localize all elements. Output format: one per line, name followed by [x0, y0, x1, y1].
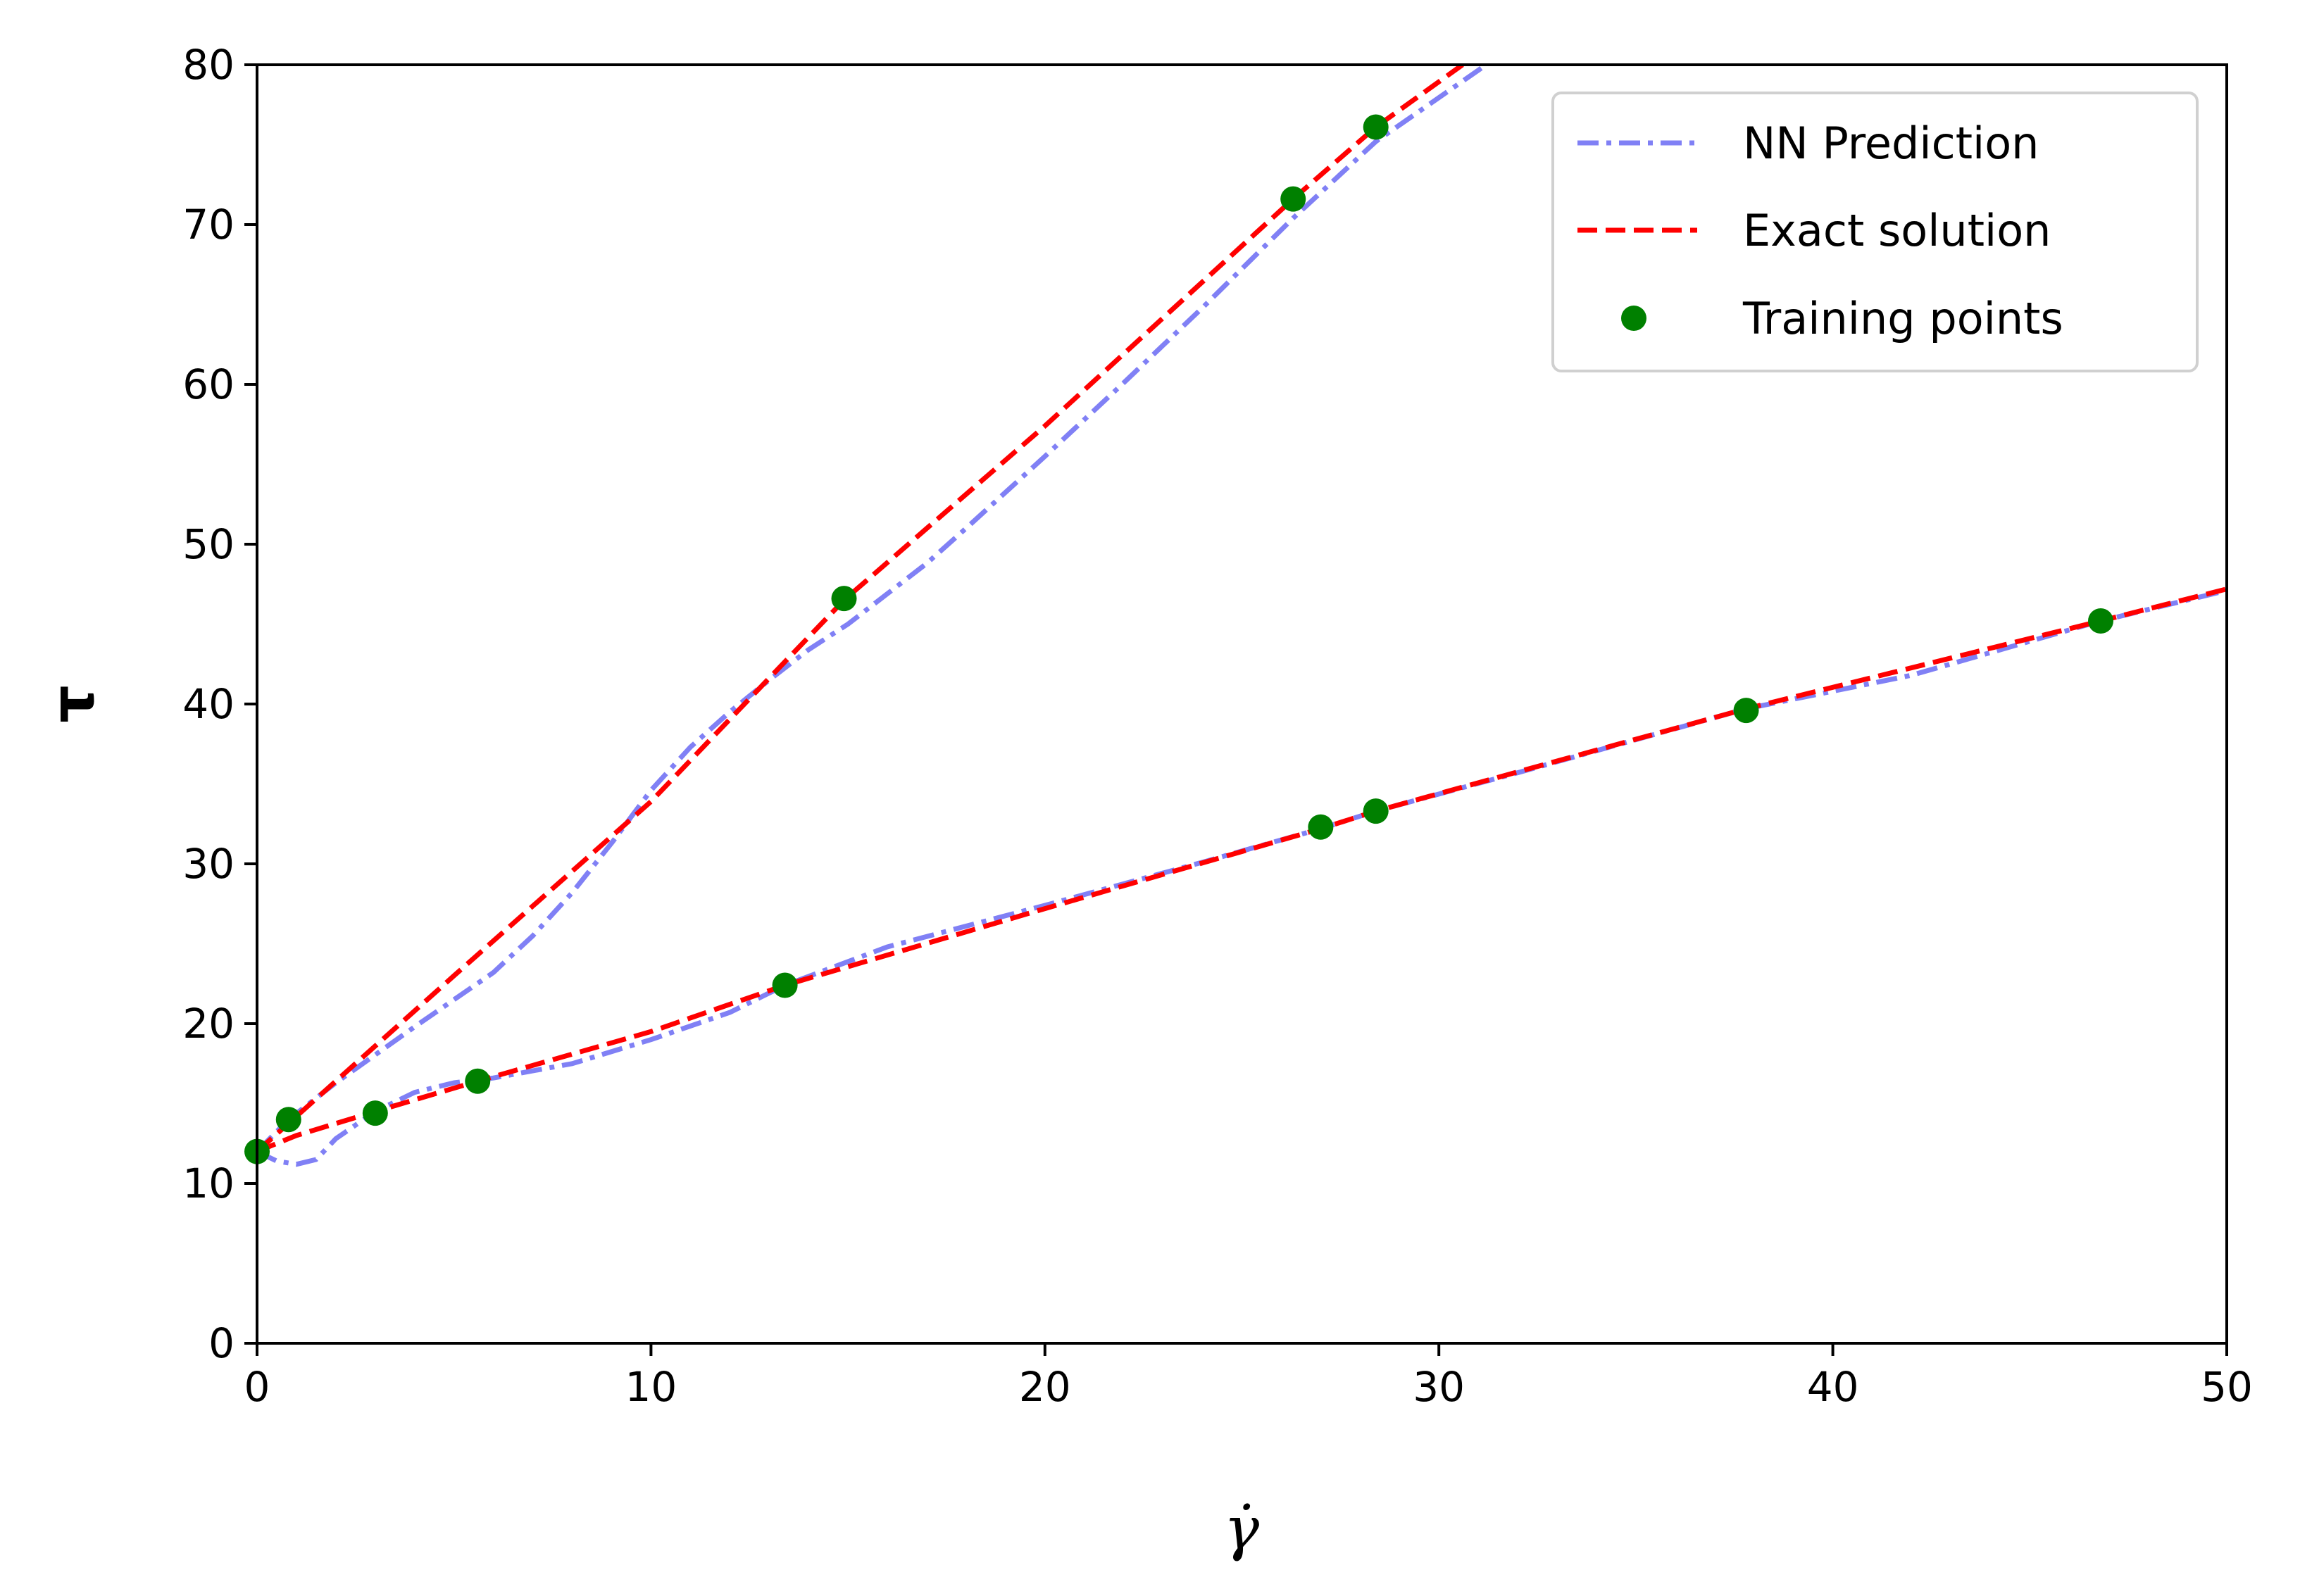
- legend-label-training-points: Training points: [1742, 293, 2063, 344]
- legend-box: [1551, 92, 2199, 372]
- nn-prediction-line-2: [257, 65, 1488, 1154]
- x-axis-label: γ̇: [1224, 1494, 1260, 1563]
- x-axis: 0 10 20 30 40 50: [244, 1343, 2253, 1411]
- nn-prediction-line-1: [257, 588, 2227, 1167]
- training-point: [2087, 608, 2113, 634]
- training-point: [831, 586, 857, 612]
- x-tick-label: 20: [1019, 1363, 1071, 1411]
- x-tick-label: 0: [244, 1363, 270, 1411]
- legend-label-exact-solution: Exact solution: [1743, 205, 2051, 256]
- x-tick-label: 30: [1413, 1363, 1465, 1411]
- legend-label-nn-prediction: NN Prediction: [1743, 118, 2039, 169]
- training-point: [275, 1107, 301, 1133]
- y-tick-label: 0: [208, 1319, 235, 1367]
- y-tick-label: 30: [182, 840, 235, 888]
- training-point: [772, 972, 798, 998]
- y-tick-label: 70: [182, 201, 235, 249]
- x-tick-label: 10: [625, 1363, 677, 1411]
- y-tick-label: 20: [182, 1000, 235, 1048]
- legend: NN Prediction Exact solution Training po…: [1551, 92, 2199, 372]
- y-tick-label: 50: [182, 520, 235, 568]
- x-tick-label: 40: [1807, 1363, 1859, 1411]
- y-tick-label: 60: [182, 360, 235, 408]
- exact-solution-line-1: [257, 586, 2227, 1154]
- y-axis-label: τ: [38, 685, 107, 723]
- y-tick-label: 80: [182, 41, 235, 89]
- y-tick-label: 40: [182, 680, 235, 728]
- training-point: [1280, 186, 1306, 212]
- training-point: [1733, 698, 1759, 724]
- y-tick-label: 10: [182, 1160, 235, 1207]
- training-point: [1363, 798, 1389, 824]
- x-tick-label: 50: [2201, 1363, 2253, 1411]
- training-point: [1363, 114, 1389, 140]
- training-point: [465, 1068, 491, 1094]
- y-axis: 0 10 20 30 40 50 60 70 80: [182, 41, 257, 1367]
- training-points-layer: [244, 114, 2113, 1164]
- legend-marker-training-points: [1621, 306, 1646, 331]
- training-point: [362, 1100, 388, 1126]
- training-point: [1308, 814, 1334, 840]
